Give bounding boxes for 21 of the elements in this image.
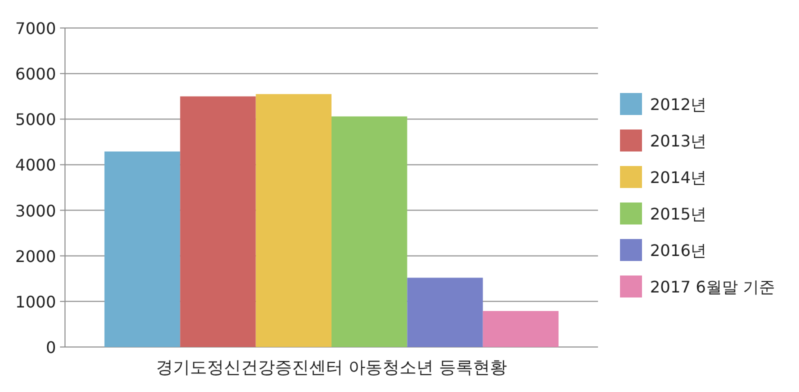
bar bbox=[332, 116, 408, 347]
bar bbox=[180, 96, 256, 347]
y-tick-label: 7000 bbox=[15, 19, 56, 38]
bar bbox=[407, 278, 483, 347]
bar bbox=[482, 311, 559, 347]
bar bbox=[256, 94, 332, 347]
bar bbox=[104, 152, 180, 347]
y-tick-label: 4000 bbox=[15, 156, 56, 175]
y-tick-label: 5000 bbox=[15, 110, 56, 130]
legend-label: 2013년 bbox=[650, 132, 707, 150]
legend-label: 2016년 bbox=[650, 241, 707, 260]
y-tick-label: 6000 bbox=[15, 64, 56, 84]
legend-label: 2017 6월말 기준 bbox=[650, 278, 776, 296]
y-tick-label: 0 bbox=[46, 338, 56, 357]
legend-label: 2014년 bbox=[650, 168, 707, 187]
y-tick-label: 2000 bbox=[15, 246, 56, 266]
legend-label: 2012년 bbox=[650, 95, 707, 114]
legend-label: 2015년 bbox=[650, 204, 707, 224]
y-tick-label: 1000 bbox=[15, 292, 56, 312]
x-tick-label: 경기도정신건강증진센터 아동청소년 등록현황 bbox=[156, 358, 507, 378]
y-tick-label: 3000 bbox=[15, 201, 56, 220]
